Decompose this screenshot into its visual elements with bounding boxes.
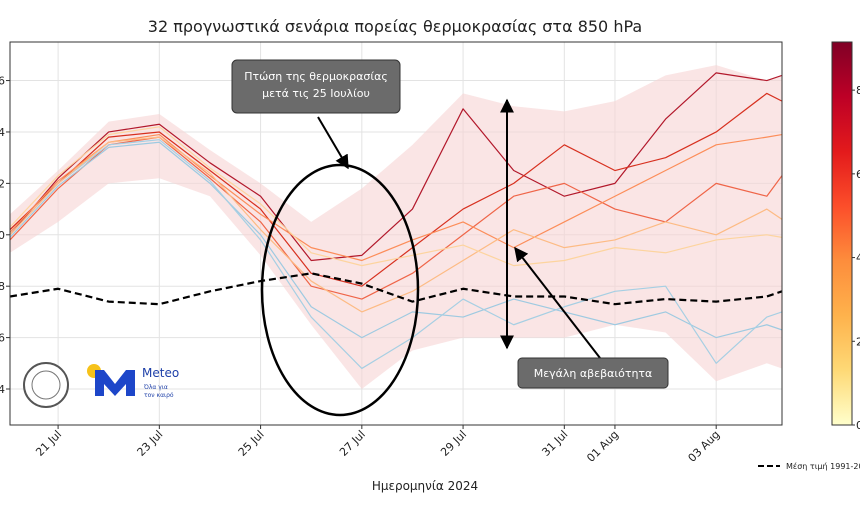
annotation-box	[517, 357, 669, 389]
x-tick-label: 31 Jul	[539, 428, 570, 459]
seal-logo	[23, 362, 69, 408]
annotation-2: Μεγάλη αβεβαιότητα	[514, 246, 669, 389]
legend-label: Μέση τιμή 1991-2020	[786, 461, 860, 471]
annotation-1: Πτώση της θερμοκρασίας μετά τις 25 Ιουλί…	[231, 59, 401, 170]
colorbar-bar	[831, 41, 853, 426]
colorbar-tick-label: 2	[856, 335, 860, 348]
chart-title: 32 προγνωστικά σενάρια πορείας θερμοκρασ…	[148, 17, 642, 36]
colorbar-tick-label: 0	[856, 419, 860, 432]
member-line	[10, 72, 782, 262]
logo-slogan: τον καιρό	[144, 392, 174, 399]
plot-frame	[9, 41, 783, 426]
annotation-text: Πτώση της θερμοκρασίας	[244, 70, 388, 83]
y-tick-label: 26	[0, 75, 5, 88]
annotation-arrow	[317, 116, 349, 170]
colorbar-tick-label: 8	[856, 84, 860, 97]
member-line	[10, 141, 782, 339]
y-tick-label: 14	[0, 383, 5, 396]
x-tick-label: 03 Aug	[686, 428, 723, 465]
x-tick-label: 23 Jul	[135, 428, 166, 459]
seal-logo-inner	[31, 370, 61, 400]
logo-name: Meteo	[142, 366, 179, 380]
member-line	[10, 136, 782, 300]
y-tick-label: 16	[0, 332, 5, 345]
annotation-text: μετά τις 25 Ιουλίου	[262, 87, 370, 100]
member-line	[10, 126, 782, 267]
plot-area	[10, 42, 782, 425]
x-tick-label: 21 Jul	[33, 428, 64, 459]
x-tick-label: 27 Jul	[337, 428, 368, 459]
x-axis-label: Ημερομηνία 2024	[372, 479, 478, 493]
logo-slogan: Όλα για	[143, 384, 168, 391]
y-tick-label: 20	[0, 229, 5, 242]
colorbar: 0 2 4 6 8	[831, 41, 860, 432]
member-line	[10, 136, 782, 313]
x-tick-label: 25 Jul	[236, 428, 267, 459]
colorbar-tick-label: 6	[856, 168, 860, 181]
x-tick-label: 01 Aug	[584, 428, 621, 465]
colorbar-tick-label: 4	[856, 252, 860, 265]
annotation-text: Μεγάλη αβεβαιότητα	[534, 367, 653, 380]
y-tick-label: 24	[0, 126, 5, 139]
legend: Μέση τιμή 1991-2020	[758, 461, 860, 471]
annotation-box	[231, 59, 401, 114]
annotation-arrow	[514, 246, 601, 359]
meteo-logo	[95, 370, 135, 396]
logos: Meteo Όλα για τον καιρό	[23, 362, 179, 408]
x-tick-label: 29 Jul	[438, 428, 469, 459]
y-tick-label: 18	[0, 280, 5, 293]
spread-band	[10, 65, 782, 390]
mean-line	[10, 272, 782, 306]
highlight-ellipse	[260, 163, 420, 417]
y-tick-label: 22	[0, 177, 5, 190]
